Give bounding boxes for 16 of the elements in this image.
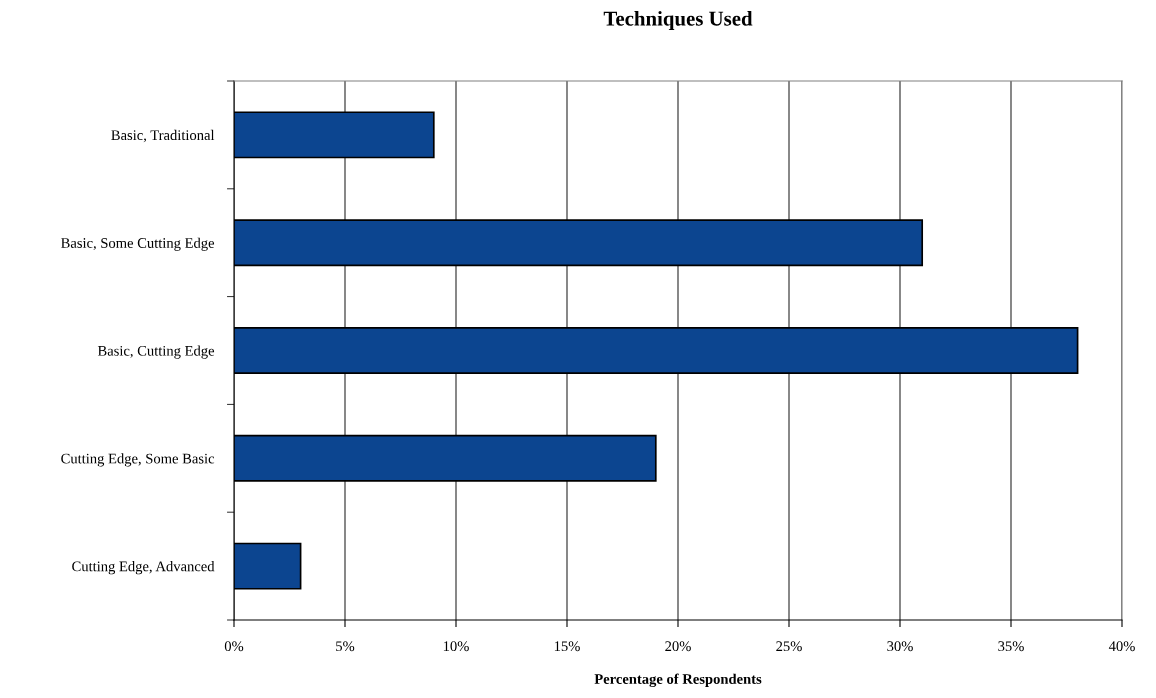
chart-title: Techniques Used — [603, 10, 753, 30]
y-tick-label: Cutting Edge, Some Basic — [61, 453, 215, 467]
x-tick-label: 20% — [665, 641, 691, 652]
x-tick-label: 35% — [998, 641, 1024, 652]
x-tick-label: 0% — [224, 641, 244, 652]
y-tick-label: Basic, Some Cutting Edge — [61, 237, 215, 251]
x-tick-label: 40% — [1108, 641, 1135, 652]
y-tick-label: Basic, Cutting Edge — [97, 345, 215, 359]
y-tick-label: Cutting Edge, Advanced — [72, 561, 215, 575]
x-tick-label: 25% — [776, 641, 802, 652]
y-tick-label: Basic, Traditional — [111, 129, 215, 143]
x-axis-title: Percentage of Respondents — [594, 673, 762, 687]
x-tick-label: 30% — [887, 641, 913, 652]
x-tick-label: 15% — [554, 641, 580, 652]
x-tick-label: 5% — [336, 641, 355, 652]
x-tick-label: 10% — [443, 641, 469, 652]
